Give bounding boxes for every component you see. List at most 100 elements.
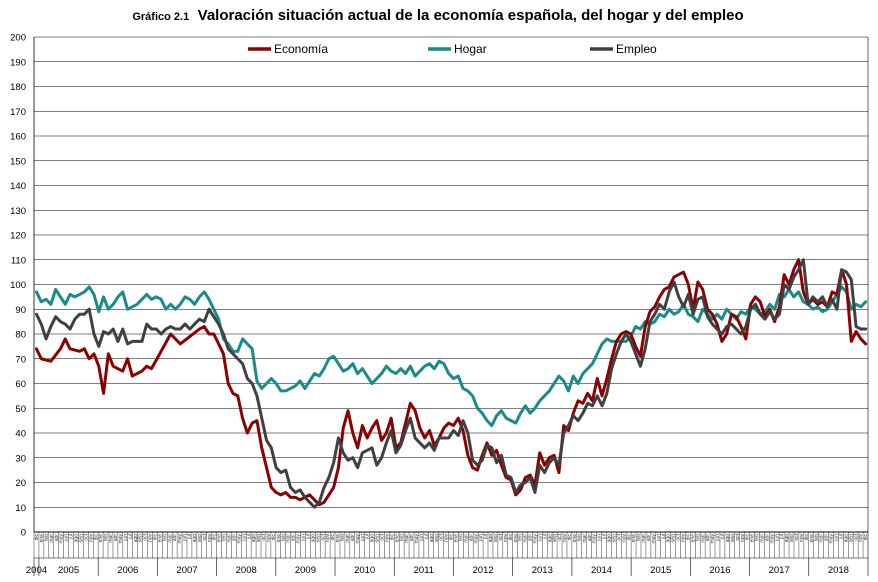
y-tick-label: 170 — [10, 107, 26, 118]
x-month-label: mar — [641, 534, 647, 543]
x-month-label: dic — [449, 534, 455, 541]
y-tick-label: 100 — [10, 280, 26, 291]
x-month-label: ago — [784, 534, 790, 543]
x-month-label: may — [473, 534, 479, 544]
x-month-label: dic — [863, 534, 869, 541]
x-month-label: sep — [730, 534, 736, 542]
x-month-label: feb — [695, 534, 701, 541]
x-month-label: oct — [320, 533, 326, 540]
x-year-label: 2009 — [295, 565, 316, 576]
y-tick-label: 140 — [10, 181, 26, 192]
y-tick-label: 40 — [15, 429, 26, 440]
y-tick-label: 60 — [15, 379, 26, 390]
x-month-label: sep — [611, 534, 617, 542]
y-tick-label: 30 — [15, 453, 26, 464]
x-month-label: nov — [88, 534, 94, 543]
x-month-label: sep — [315, 534, 321, 542]
x-month-label: ago — [429, 534, 435, 543]
x-month-label: jul — [779, 534, 785, 540]
x-month-label: sep — [434, 534, 440, 542]
legend: Economía Hogar Empleo — [248, 42, 657, 56]
x-month-label: oct — [380, 533, 386, 540]
x-month-label: ago — [133, 534, 139, 543]
x-month-label: jun — [360, 534, 366, 542]
x-month-label: jun — [834, 534, 840, 542]
x-month-label: ene — [98, 534, 104, 543]
x-year-label: 2012 — [473, 565, 494, 576]
x-month-label: abr — [764, 534, 770, 542]
y-tick-label: 150 — [10, 156, 26, 167]
x-month-label: feb — [755, 534, 761, 541]
y-tick-label: 200 — [10, 33, 26, 44]
x-month-label: may — [710, 534, 716, 544]
x-year-label: 2014 — [591, 565, 612, 576]
y-tick-label: 70 — [15, 354, 26, 365]
x-month-label: jun — [301, 534, 307, 542]
y-tick-label: 10 — [15, 503, 26, 514]
x-month-label: jun — [123, 534, 129, 542]
x-month-label: may — [651, 534, 657, 544]
x-year-label: 2018 — [828, 565, 849, 576]
x-month-label: ene — [809, 534, 815, 543]
series-line-empleo — [34, 258, 868, 509]
x-month-label: ene — [572, 534, 578, 543]
x-month-label: dic — [93, 534, 99, 541]
legend-label-economía: Economía — [274, 42, 328, 56]
x-month-label: oct — [498, 533, 504, 540]
x-month-label: mar — [759, 534, 765, 543]
x-month-label: sep — [789, 534, 795, 542]
x-month-label: jun — [597, 534, 603, 542]
x-month-label: nov — [681, 534, 687, 543]
legend-label-empleo: Empleo — [616, 42, 657, 56]
x-month-label: feb — [281, 534, 287, 541]
x-month-label: nov — [207, 534, 213, 543]
x-month-label: abr — [824, 534, 830, 542]
x-month-label: jul — [661, 534, 667, 540]
x-month-label: oct — [143, 533, 149, 540]
x-month-label: nov — [384, 534, 390, 543]
x-month-label: may — [177, 534, 183, 544]
x-month-label: oct — [202, 533, 208, 540]
x-month-label: may — [414, 534, 420, 544]
x-month-label: dic — [804, 534, 810, 541]
x-month-label: ago — [488, 534, 494, 543]
x-month-label: abr — [54, 534, 60, 542]
x-month-label: dic — [567, 534, 573, 541]
x-month-label: dic — [34, 534, 40, 541]
x-month-label: feb — [577, 534, 583, 541]
x-month-label: abr — [291, 534, 297, 542]
x-month-label: may — [296, 534, 302, 544]
x-month-label: sep — [552, 534, 558, 542]
x-month-label: ene — [217, 534, 223, 543]
x-month-label: mar — [345, 534, 351, 543]
x-month-label: oct — [261, 533, 267, 540]
x-month-label: ene — [335, 534, 341, 543]
x-month-label: jun — [419, 534, 425, 542]
x-month-label: feb — [458, 534, 464, 541]
x-month-label: dic — [271, 534, 277, 541]
x-month-label: abr — [705, 534, 711, 542]
x-year-label: 2016 — [709, 565, 730, 576]
x-month-label: may — [355, 534, 361, 544]
x-month-label: may — [532, 534, 538, 544]
series-line-economía — [34, 258, 868, 507]
x-month-label: oct — [853, 533, 859, 540]
x-month-label: mar — [49, 534, 55, 543]
x-month-label: nov — [621, 534, 627, 543]
x-month-label: nov — [325, 534, 331, 543]
x-month-label: abr — [409, 534, 415, 542]
x-axis: dicenefebmarabrmayjunjulagosepoctnovdice… — [26, 531, 869, 576]
y-tick-label: 120 — [10, 231, 26, 242]
x-month-label: dic — [626, 534, 632, 541]
x-month-label: ene — [690, 534, 696, 543]
x-month-label: jun — [656, 534, 662, 542]
x-month-label: mar — [819, 534, 825, 543]
y-tick-label: 50 — [15, 404, 26, 415]
x-month-label: feb — [44, 534, 50, 541]
x-month-label: may — [829, 534, 835, 544]
x-month-label: jul — [187, 534, 193, 540]
x-month-label: ago — [192, 534, 198, 543]
x-month-label: jun — [478, 534, 484, 542]
x-year-label: 2005 — [58, 565, 79, 576]
x-month-label: jul — [542, 534, 548, 540]
